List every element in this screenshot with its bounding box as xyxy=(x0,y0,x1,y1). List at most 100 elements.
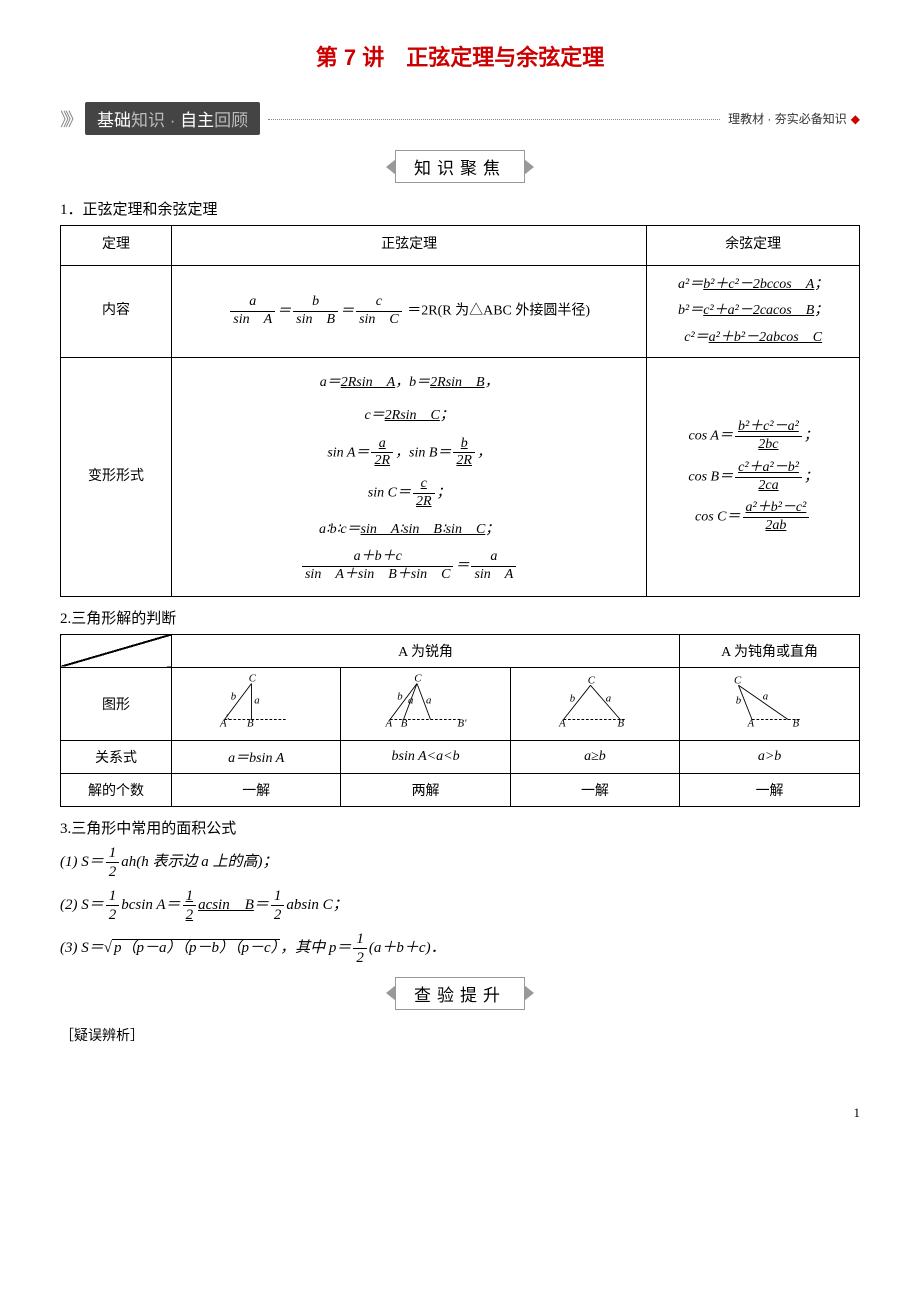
text: c²＝ xyxy=(684,330,708,345)
page-title: 第 7 讲 正弦定理与余弦定理 xyxy=(60,40,860,72)
text: ，b＝ xyxy=(395,375,430,390)
text: 2ca xyxy=(735,478,802,495)
th-acute: A 为锐角 xyxy=(172,634,680,667)
svg-text:B': B' xyxy=(457,718,467,729)
svg-text:C: C xyxy=(588,674,596,686)
text: 1 xyxy=(183,887,197,906)
text: (1) S＝ xyxy=(60,854,104,870)
text: ； xyxy=(814,303,828,318)
svg-text:A: A xyxy=(746,718,754,729)
text: a²＋b²－c² xyxy=(743,500,810,518)
text: ； xyxy=(485,522,499,537)
area-formula-1: (1) S＝12ah(h 表示边 a 上的高)； xyxy=(60,844,860,881)
text: c²＋a²－b² xyxy=(735,460,802,478)
count-3: 一解 xyxy=(510,773,679,806)
figure-1: ABCba xyxy=(172,667,341,740)
svg-text:b: b xyxy=(397,691,403,703)
text: 2Rsin A xyxy=(341,375,395,390)
th-sine: 正弦定理 xyxy=(172,226,647,266)
text: a＋b＋c xyxy=(302,549,453,567)
th-cos: 余弦定理 xyxy=(647,226,860,266)
svg-text:a: a xyxy=(254,694,259,706)
text: sin A＋sin B＋sin C xyxy=(302,567,453,584)
text: p（p－a）（p－b）（p－c） xyxy=(112,939,280,956)
text: 2 xyxy=(183,906,197,924)
text: cos C＝ xyxy=(695,510,741,525)
row-content: 内容 xyxy=(61,265,172,358)
text: c＝ xyxy=(364,408,384,423)
svg-text:C: C xyxy=(734,674,742,686)
svg-text:b: b xyxy=(735,694,741,706)
text: a＝ xyxy=(320,375,341,390)
th-obtuse: A 为钝角或直角 xyxy=(680,634,860,667)
sine-variant: a＝2Rsin A，b＝2Rsin B， c＝2Rsin C； sin A＝a2… xyxy=(172,358,647,597)
text: ＝2R(R 为△ABC 外接圆半径) xyxy=(407,304,590,319)
banner-text: 知识 · xyxy=(131,111,180,130)
rel-4: a>b xyxy=(680,740,860,773)
svg-text:C: C xyxy=(249,674,257,685)
th-theorem: 定理 xyxy=(61,226,172,266)
text: ； xyxy=(804,469,818,484)
svg-text:B: B xyxy=(792,718,799,729)
text: a²＋b²－2abcos C xyxy=(709,330,822,345)
rel-2: bsin A<a<b xyxy=(341,740,510,773)
banner-label: 基础知识 · 自主回顾 xyxy=(85,102,260,135)
text: ， xyxy=(477,445,491,460)
heading-3: 3.三角形中常用的面积公式 xyxy=(60,817,860,838)
text: 1 xyxy=(353,930,367,949)
cos-content: a²＝b²＋c²－2bccos A； b²＝c²＋a²－2cacos B； c²… xyxy=(647,265,860,358)
text: a²＝ xyxy=(678,277,703,292)
text: cos B＝ xyxy=(688,469,733,484)
svg-text:B: B xyxy=(247,718,254,729)
rel-1: a＝bsin A xyxy=(172,740,341,773)
text: 2Rsin C xyxy=(385,408,440,423)
svg-text:a: a xyxy=(762,691,767,703)
text: a∶b∶c＝ xyxy=(319,522,361,537)
text: sin A xyxy=(471,567,516,584)
text: ah(h 表示边 a 上的高)； xyxy=(121,854,277,870)
area-formula-3: (3) S＝p（p－a）（p－b）（p－c），其中 p＝12(a＋b＋c)． xyxy=(60,930,860,967)
text: 1 xyxy=(106,844,120,863)
section-tag-label: 知识聚焦 xyxy=(395,150,525,183)
row-figure: 图形 xyxy=(61,667,172,740)
chevron-icon: 》》 xyxy=(60,106,79,132)
text: ，其中 p＝ xyxy=(280,940,351,956)
heading-2: 2.三角形解的判断 xyxy=(60,607,860,628)
section-tag: 知识聚焦 xyxy=(60,150,860,183)
solution-table: A 为锐角 A 为钝角或直角 图形 ABCba ABB'Cbaa ABCba A… xyxy=(60,634,860,807)
text: b²＋c²－a² xyxy=(735,419,802,437)
text: 2 xyxy=(106,863,120,881)
text: ； xyxy=(814,277,828,292)
text: sin A∶sin B∶sin C xyxy=(361,522,486,537)
cos-variant: cos A＝b²＋c²－a²2bc； cos B＝c²＋a²－b²2ca； co… xyxy=(647,358,860,597)
text: 2 xyxy=(353,949,367,967)
count-4: 一解 xyxy=(680,773,860,806)
page-number: 1 xyxy=(60,1105,860,1121)
diagonal-cell xyxy=(61,634,172,667)
count-1: 一解 xyxy=(172,773,341,806)
text: b²＝ xyxy=(678,303,703,318)
svg-text:b: b xyxy=(231,691,237,703)
area-formula-2: (2) S＝12bcsin A＝12acsin B＝12absin C； xyxy=(60,887,860,924)
diamond-icon: ◆ xyxy=(851,112,860,126)
text: ＝ xyxy=(455,559,469,574)
text: a xyxy=(471,549,516,567)
heading-1: 1．正弦定理和余弦定理 xyxy=(60,198,860,219)
row-count: 解的个数 xyxy=(61,773,172,806)
theorem-table: 定理 正弦定理 余弦定理 内容 asin A＝bsin B＝csin C ＝2R… xyxy=(60,225,860,597)
banner-text: 基础 xyxy=(97,111,131,130)
sine-content: asin A＝bsin B＝csin C ＝2R(R 为△ABC 外接圆半径) xyxy=(172,265,647,358)
svg-text:a: a xyxy=(408,694,413,706)
text: 2ab xyxy=(743,518,810,535)
text: ，sin B＝ xyxy=(395,445,451,460)
banner-text: 回顾 xyxy=(214,111,248,130)
figure-3: ABCba xyxy=(510,667,679,740)
section-tag-label: 查验提升 xyxy=(395,977,525,1010)
text: c²＋a²－2cacos B xyxy=(703,303,814,318)
row-relation: 关系式 xyxy=(61,740,172,773)
text: ＝ xyxy=(254,897,269,913)
svg-text:C: C xyxy=(414,674,422,685)
text: sin C＝ xyxy=(368,486,411,501)
row-variant: 变形形式 xyxy=(61,358,172,597)
text: bcsin A＝ xyxy=(121,897,180,913)
